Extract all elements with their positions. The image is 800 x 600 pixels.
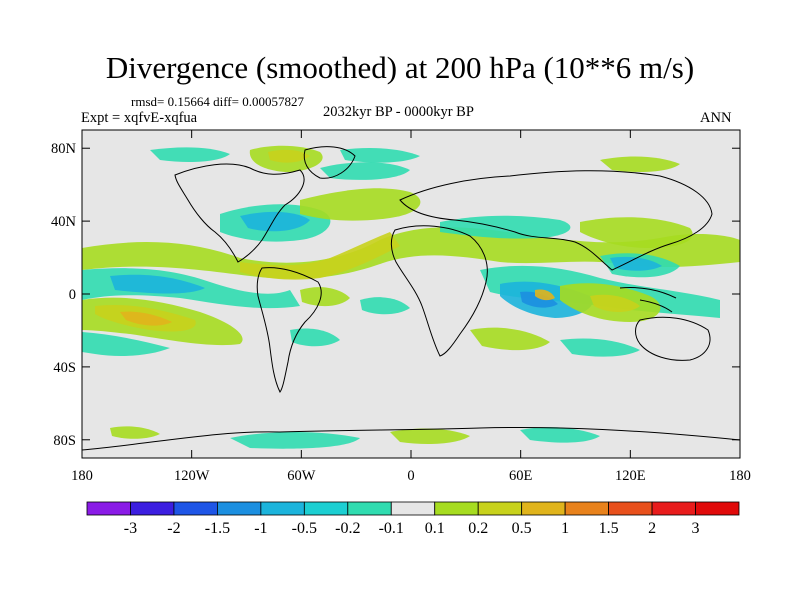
coastlines [82,146,740,451]
coastline-antarctica [82,427,740,451]
field-patch [580,217,693,248]
colorbar-label: 2 [648,520,656,537]
coastline-eurasia [399,170,713,271]
coastline-greenland [303,146,356,179]
colorbar-swatch [347,501,392,516]
coastline-south-america [256,267,322,393]
field-patch [230,432,360,449]
field-patch [268,149,310,163]
experiment-label: Expt = xqfvE-xqfua [81,110,198,126]
colorbar-label: -3 [124,520,137,537]
divergence-field [82,145,740,449]
lon-label: 180 [729,468,751,484]
colorbar-label: 0.1 [425,520,445,537]
colorbar: -3 -2 -1.5 -1 -0.5 -0.2 -0.1 0.1 0.2 0.5 1 1.5 2 3 [86,501,740,537]
colorbar-swatch [390,501,436,516]
colorbar-swatch [521,501,566,516]
colorbar-label: -0.5 [292,520,317,537]
lat-label: 80S [53,433,76,449]
colorbar-label: 1 [561,520,569,537]
lon-label: 120E [615,468,646,484]
colorbar-label: -1.5 [205,520,230,537]
field-patch [440,215,571,239]
field-patch [300,287,350,307]
field-patch [110,426,160,439]
season-label: ANN [700,110,732,126]
field-patch [560,338,640,357]
field-patch [470,327,550,351]
field-patch [150,147,230,162]
lat-label: 40S [53,360,76,376]
period-label: 2032kyr BP - 0000kyr BP [323,104,474,120]
coastline-australia [635,316,711,361]
field-patch [240,211,310,232]
coastline-north-america [174,163,305,263]
colorbar-swatch [695,501,740,516]
field-patch [240,232,400,280]
colorbar-swatch [608,501,653,516]
colorbar-label: 3 [692,520,700,537]
colorbar-swatch [434,501,479,516]
field-patch [535,289,555,301]
colorbar-label: -1 [254,520,267,537]
colorbar-swatch [651,501,696,516]
lon-label: 180 [71,468,93,484]
colorbar-label: 0.5 [512,520,532,537]
field-patch [390,428,470,444]
stats-text: rmsd= 0.15664 diff= 0.00057827 [131,94,304,109]
chart-title: Divergence (smoothed) at 200 hPa (10**6 … [105,50,695,85]
lon-label: 60W [287,468,316,484]
lat-label: 80N [51,141,77,157]
field-patch [290,328,340,347]
field-patch [360,297,410,315]
longitude-labels: 180 120W 60W 0 60E 120E 180 [71,468,751,484]
field-patch [110,274,205,294]
field-patch [320,162,410,180]
axis-ticks [81,130,741,458]
colorbar-swatch [564,501,610,516]
colorbar-label: 0.2 [468,520,488,537]
lon-label: 60E [509,468,533,484]
lat-label: 40N [51,214,77,230]
colorbar-swatch [477,501,523,516]
field-patch [520,427,600,443]
colorbar-swatch [130,501,175,516]
colorbar-label: -0.1 [379,520,404,537]
field-patch [520,291,558,308]
colorbar-label: 1.5 [599,520,619,537]
colorbar-swatch [303,501,349,516]
field-patch [120,311,172,326]
coastline-africa [390,225,488,357]
colorbar-swatch [260,501,305,516]
lon-label: 0 [407,468,414,484]
lat-label: 0 [69,287,76,303]
coastline-maritime-continent [619,287,677,313]
colorbar-swatch [216,501,262,516]
lon-label: 120W [174,468,210,484]
colorbar-label: -2 [167,520,180,537]
map-plot-area: 80N 40N 0 40S 80S 180 120W 60W 0 60E 120E 180 [51,129,751,484]
field-patch [82,332,170,356]
colorbar-swatch [173,501,218,516]
field-patch [590,294,640,312]
field-patch [300,188,421,221]
latitude-labels: 80N 40N 0 40S 80S [51,141,77,449]
field-patch [600,156,680,172]
field-patch [340,148,420,163]
colorbar-swatch [86,501,131,516]
colorbar-label: -0.2 [335,520,360,537]
field-patch [610,256,662,271]
